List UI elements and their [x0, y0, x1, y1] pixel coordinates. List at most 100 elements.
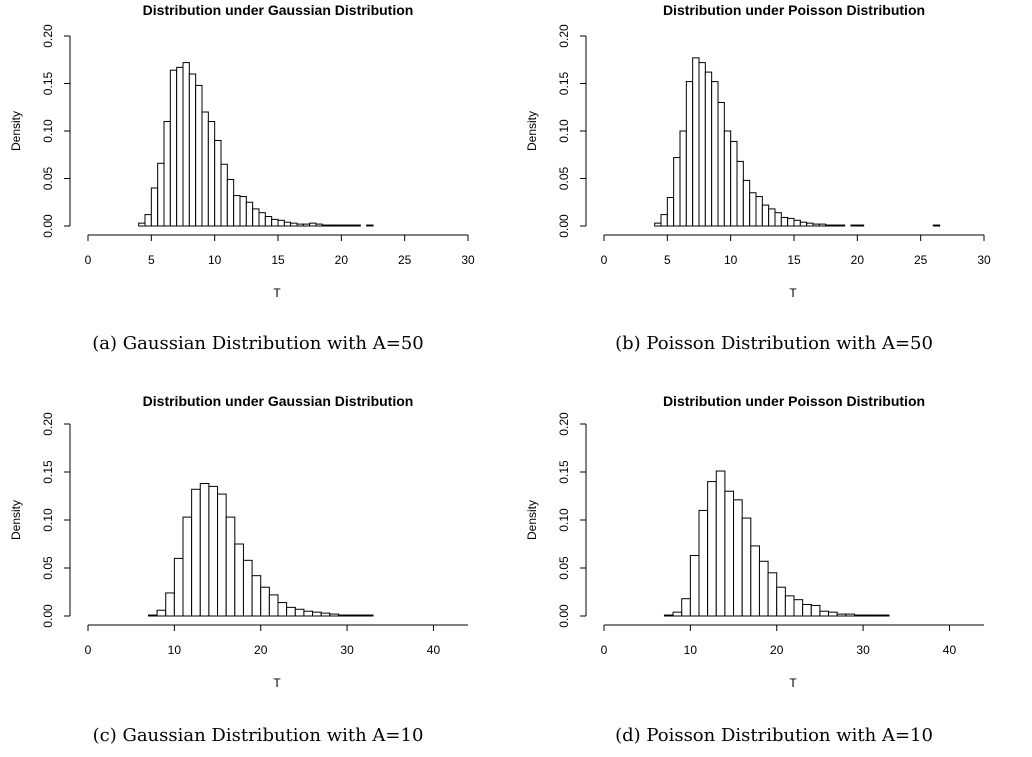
y-axis-label: Density	[525, 111, 539, 151]
y-axis-label: Density	[9, 500, 23, 540]
histogram-chart: Distribution under Poisson Distribution 0…	[525, 393, 984, 690]
histogram-bar	[214, 140, 222, 227]
histogram-bar	[277, 219, 285, 227]
y-tick-label: 0.10	[557, 508, 571, 532]
x-tick-label: 0	[601, 253, 608, 267]
chart-title: Distribution under Poisson Distribution	[663, 2, 925, 18]
x-axis-label: T	[789, 286, 797, 300]
histogram-bar	[767, 572, 778, 617]
histogram-bar	[681, 598, 691, 617]
y-tick-label: 0.15	[41, 460, 55, 484]
histogram-bar	[239, 196, 247, 227]
histogram-bar	[806, 222, 814, 227]
histogram-bar	[666, 197, 675, 227]
histogram-bar	[724, 490, 735, 617]
x-tick-label: 25	[398, 253, 412, 267]
histogram-bar	[207, 121, 216, 227]
x-tick-label: 10	[168, 643, 182, 657]
histogram-bar	[347, 224, 355, 227]
histogram-bar	[217, 493, 227, 617]
figure-caption: (a) Gaussian Distribution with A=50	[92, 333, 424, 354]
histogram-bar	[685, 81, 694, 227]
histogram-bar	[191, 488, 201, 617]
histogram-bar	[711, 81, 719, 227]
x-tick-label: 0	[85, 643, 92, 657]
histogram-bar	[182, 516, 193, 617]
panel-d: Distribution under Poisson Distribution 0…	[516, 379, 1032, 757]
histogram-bar	[793, 219, 801, 227]
x-tick-label: 30	[340, 643, 354, 657]
x-axis-label: T	[273, 286, 281, 300]
histogram-bar	[366, 224, 374, 227]
histogram-bar	[871, 614, 881, 617]
histogram-bar	[195, 84, 203, 227]
x-tick-label: 40	[943, 643, 957, 657]
histogram-bar	[252, 208, 260, 227]
x-tick-label: 5	[148, 253, 155, 267]
histogram-bar	[173, 557, 184, 617]
histogram-bar	[296, 223, 304, 227]
y-tick-label: 0.10	[557, 119, 571, 143]
histogram-bar	[717, 102, 725, 227]
x-tick-label: 20	[770, 643, 784, 657]
x-tick-label: 15	[787, 253, 801, 267]
histogram-bar	[755, 196, 763, 227]
histogram-bar	[845, 613, 855, 617]
panel-c: Distribution under Gaussian Distribution…	[0, 379, 516, 757]
histogram-chart: Distribution under Gaussian Distribution…	[9, 393, 468, 690]
histogram-bar	[233, 195, 241, 227]
histogram-bar	[138, 222, 146, 227]
y-tick-label: 0.15	[557, 460, 571, 484]
histogram-bar	[761, 204, 770, 227]
histogram-bar	[837, 224, 846, 227]
y-tick-label: 0.15	[557, 71, 571, 95]
histogram-bar	[165, 592, 175, 617]
chart-title: Distribution under Gaussian Distribution	[143, 2, 414, 18]
y-tick-label: 0.10	[41, 508, 55, 532]
histogram-bar	[208, 485, 219, 617]
histogram-bar	[294, 608, 305, 617]
histogram-bar	[320, 612, 331, 617]
y-axis-label: Density	[525, 500, 539, 540]
histogram-bar	[787, 217, 795, 227]
figure-caption: (d) Poisson Distribution with A=10	[615, 725, 933, 746]
histogram-bar	[163, 121, 171, 227]
histogram-bar	[836, 613, 847, 617]
y-tick-label: 0.10	[41, 119, 55, 143]
histogram-bar	[340, 224, 349, 227]
x-tick-label: 20	[851, 253, 865, 267]
histogram-bar	[660, 214, 668, 227]
histogram-bar	[741, 517, 752, 617]
histogram-bar	[853, 614, 864, 617]
x-tick-label: 5	[664, 253, 671, 267]
histogram-bar	[654, 222, 662, 227]
y-tick-label: 0.05	[557, 556, 571, 580]
figure-caption: (c) Gaussian Distribution with A=10	[92, 725, 424, 746]
histogram-bar	[169, 69, 178, 227]
histogram-bar	[831, 224, 839, 227]
histogram-bar	[157, 162, 165, 227]
histogram-bar	[226, 178, 235, 227]
histogram-bar	[225, 516, 236, 617]
histogram-bar	[251, 575, 262, 617]
histogram-bar	[334, 224, 342, 227]
y-tick-label: 0.05	[41, 166, 55, 190]
y-tick-label: 0.20	[557, 412, 571, 436]
histogram-bar	[698, 509, 709, 617]
histogram-bar	[337, 614, 348, 617]
histogram-bar	[150, 187, 159, 227]
histogram-bar	[245, 201, 254, 227]
histogram-bar	[277, 602, 288, 617]
histogram-bar	[220, 163, 228, 227]
histogram-bar	[303, 610, 314, 617]
histogram-bar	[932, 224, 941, 227]
y-tick-label: 0.20	[41, 24, 55, 48]
x-tick-label: 20	[254, 643, 268, 657]
histogram-bar	[315, 223, 323, 227]
x-axis-label: T	[273, 676, 281, 690]
histogram-bar	[268, 594, 279, 617]
histogram-bar	[264, 216, 273, 227]
histogram-bar	[856, 224, 865, 227]
histogram-bar	[258, 212, 266, 227]
x-tick-label: 40	[427, 643, 441, 657]
